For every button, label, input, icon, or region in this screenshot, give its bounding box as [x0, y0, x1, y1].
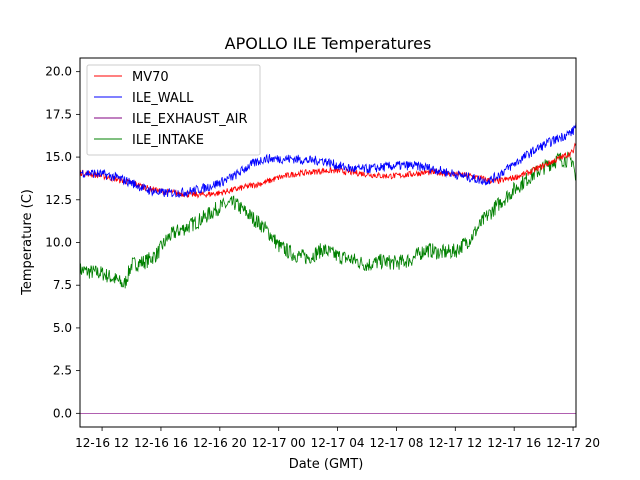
x-tick-label: 12-17 08	[369, 436, 423, 450]
y-tick-label: 12.5	[45, 193, 72, 207]
chart-title: APOLLO ILE Temperatures	[225, 34, 432, 53]
x-tick-label: 12-16 16	[134, 436, 188, 450]
x-tick-label: 12-16 20	[193, 436, 247, 450]
x-tick-label: 12-17 04	[311, 436, 365, 450]
x-axis-label: Date (GMT)	[289, 457, 364, 472]
legend-label-ile-wall: ILE_WALL	[132, 91, 194, 106]
y-tick-label: 15.0	[45, 150, 72, 164]
legend-label-ile-exhaust-air: ILE_EXHAUST_AIR	[132, 112, 248, 127]
y-tick-label: 17.5	[45, 107, 72, 121]
chart: APOLLO ILE Temperatures 12-16 12 12-16 16…	[0, 0, 640, 480]
x-tick-label: 12-17 12	[428, 436, 482, 450]
legend-label-ile-intake: ILE_INTAKE	[132, 133, 204, 148]
y-tick-label: 2.5	[53, 364, 72, 378]
x-tick-label: 12-17 00	[252, 436, 306, 450]
y-tick-label: 10.0	[45, 236, 72, 250]
y-tick-label: 5.0	[53, 321, 72, 335]
x-tick-label: 12-17 20	[546, 436, 600, 450]
y-tick-label: 7.5	[53, 278, 72, 292]
x-tick-label: 12-16 12	[75, 436, 129, 450]
legend-label-mv70: MV70	[132, 70, 169, 85]
x-tick-label: 12-17 16	[487, 436, 541, 450]
y-tick-label: 20.0	[45, 65, 72, 79]
legend: MV70 ILE_WALL ILE_EXHAUST_AIR ILE_INTAKE	[87, 65, 260, 155]
y-tick-label: 0.0	[53, 406, 72, 420]
y-axis-label: Temperature (C)	[20, 189, 35, 296]
